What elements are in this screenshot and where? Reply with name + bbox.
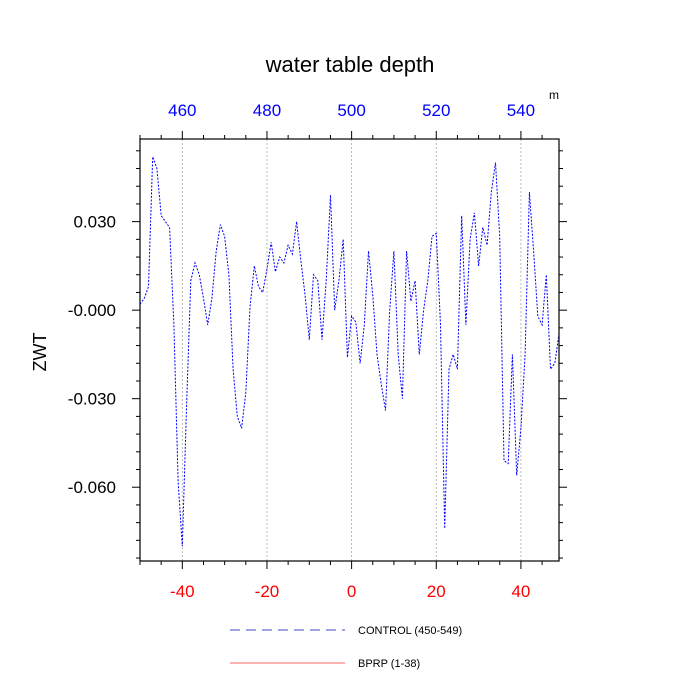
top-tick-label: 500	[337, 101, 365, 120]
bottom-tick-label: -40	[170, 582, 195, 601]
series-group	[139, 156, 560, 547]
top-tick-label: 540	[507, 101, 535, 120]
legend: CONTROL (450-549) BPRP (1-38)	[230, 625, 462, 670]
y-tick-label: -0.060	[68, 478, 116, 497]
x-gridlines	[181, 139, 522, 561]
y-axis-label: ZWT	[30, 333, 50, 372]
top-tick-label: 460	[168, 101, 196, 120]
legend-label-bprp: BPRP (1-38)	[358, 658, 420, 670]
y-tick-label: 0.030	[73, 213, 116, 232]
bottom-tick-label: 0	[347, 582, 356, 601]
series-line-control	[139, 156, 560, 547]
top-tick-label: 480	[253, 101, 281, 120]
bottom-x-axis: -40 -20 0 20 40	[139, 561, 543, 601]
bottom-tick-label: 20	[427, 582, 446, 601]
y-tick-label: -0.030	[68, 390, 116, 409]
legend-label-control: CONTROL (450-549)	[358, 625, 462, 637]
bottom-tick-label: -20	[255, 582, 280, 601]
top-axis-unit: m	[549, 88, 559, 102]
bottom-tick-label: 40	[511, 582, 530, 601]
y-tick-label: -0.000	[68, 301, 116, 320]
chart-title: water table depth	[265, 52, 435, 77]
plot-border	[139, 138, 560, 562]
top-x-axis: 460 480 500 520 540	[139, 101, 543, 139]
plot-frame	[139, 138, 560, 562]
y-axis: 0.030 -0.000 -0.030 -0.060	[68, 150, 567, 559]
top-tick-label: 520	[422, 101, 450, 120]
